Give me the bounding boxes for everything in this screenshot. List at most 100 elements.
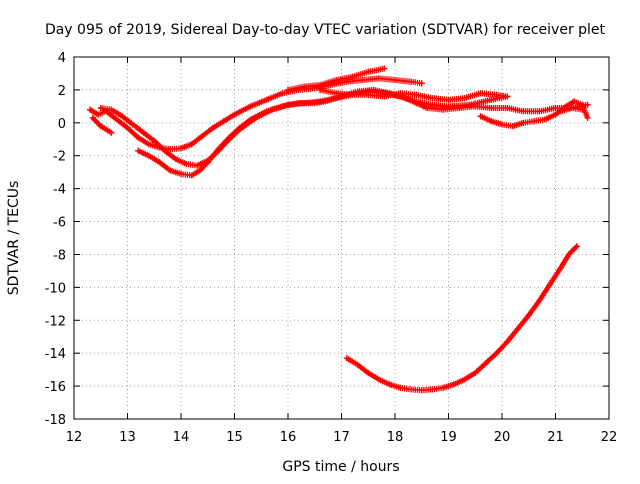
data-point — [568, 105, 575, 112]
data-point — [408, 78, 415, 85]
data-point — [210, 124, 217, 131]
data-point — [285, 86, 291, 93]
data-point — [504, 338, 511, 345]
y-tick-label: -4 — [53, 183, 66, 198]
data-point — [557, 108, 564, 115]
data-point — [488, 105, 495, 112]
data-point — [95, 111, 102, 118]
data-point — [247, 116, 254, 123]
data-point — [504, 93, 511, 100]
data-point — [279, 103, 286, 110]
data-point — [135, 134, 142, 141]
y-tick-label: -16 — [45, 380, 66, 395]
data-point — [525, 312, 532, 319]
data-point — [477, 90, 484, 97]
x-tick-label: 19 — [440, 430, 457, 445]
series-track-i — [343, 243, 580, 394]
data-point — [333, 77, 340, 84]
data-point — [493, 91, 500, 98]
data-point — [541, 116, 548, 123]
y-tick-label: 2 — [58, 84, 66, 99]
data-point — [408, 386, 415, 393]
data-point — [429, 386, 436, 393]
data-point — [156, 159, 163, 166]
data-point — [129, 121, 136, 128]
x-tick-label: 14 — [173, 430, 190, 445]
data-point — [565, 251, 572, 258]
data-point — [365, 369, 372, 376]
data-point — [573, 243, 580, 250]
data-point — [584, 114, 591, 121]
data-point — [520, 108, 527, 115]
data-point — [354, 361, 361, 368]
data-point — [178, 170, 184, 177]
data-point — [311, 100, 318, 107]
data-point — [349, 91, 356, 98]
chart-title: Day 095 of 2019, Sidereal Day-to-day VTE… — [45, 22, 606, 38]
series-track-d — [135, 86, 586, 179]
data-point — [488, 118, 495, 125]
data-point — [349, 73, 356, 80]
y-tick-label: -8 — [53, 248, 66, 263]
data-point — [515, 325, 522, 332]
data-point — [263, 108, 270, 115]
data-point — [97, 105, 104, 112]
data-point — [87, 106, 94, 113]
data-point — [199, 132, 206, 139]
data-point — [220, 118, 227, 125]
y-axis-label: SDTVAR / TECUs — [6, 181, 22, 296]
data-point — [531, 118, 538, 125]
data-point — [472, 103, 479, 110]
data-point — [113, 116, 120, 123]
data-point — [263, 96, 270, 103]
data-point — [178, 145, 184, 152]
data-point — [547, 281, 554, 288]
data-point — [161, 147, 168, 154]
data-point — [279, 90, 286, 97]
y-tick-label: -12 — [45, 314, 66, 329]
data-point — [477, 113, 484, 120]
data-point — [135, 147, 142, 154]
data-point — [301, 83, 308, 90]
data-point — [343, 355, 350, 362]
x-tick-label: 17 — [333, 430, 350, 445]
x-tick-label: 16 — [280, 430, 297, 445]
data-point — [124, 124, 131, 131]
data-point — [231, 111, 238, 118]
data-point — [392, 77, 398, 84]
data-point — [145, 152, 152, 159]
data-point — [440, 106, 447, 113]
data-point — [493, 350, 500, 357]
data-point — [354, 88, 361, 95]
data-point — [359, 77, 366, 84]
data-point — [424, 105, 431, 112]
data-point — [333, 90, 340, 97]
y-tick-label: 0 — [58, 117, 66, 132]
data-point — [381, 93, 388, 100]
data-point — [167, 146, 174, 153]
data-point — [418, 80, 425, 87]
data-point — [89, 114, 96, 121]
data-point — [381, 65, 388, 72]
data-point — [536, 108, 543, 115]
x-tick-label: 22 — [601, 430, 618, 445]
data-point — [188, 141, 195, 148]
data-point — [247, 103, 254, 110]
data-point — [194, 162, 201, 169]
series-layer — [87, 65, 591, 394]
data-point — [488, 96, 495, 103]
data-point — [576, 103, 583, 110]
y-tick-label: -2 — [53, 150, 66, 165]
data-point — [295, 100, 302, 107]
data-point — [375, 376, 382, 383]
data-point — [520, 119, 527, 126]
data-point — [370, 86, 377, 93]
x-axis-label: GPS time / hours — [282, 459, 399, 475]
data-point — [365, 68, 372, 75]
data-point — [571, 98, 578, 105]
data-point — [365, 91, 372, 98]
data-point — [108, 106, 115, 113]
data-point — [418, 387, 425, 394]
